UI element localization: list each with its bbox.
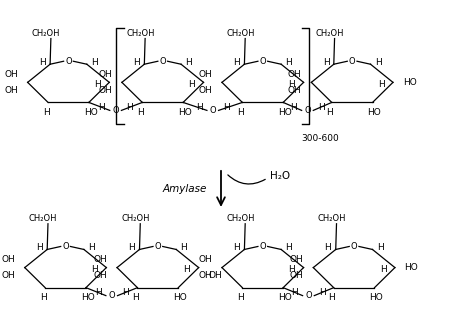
Text: CH₂OH: CH₂OH [126,29,154,38]
Text: H: H [43,108,50,117]
Text: H: H [328,293,335,302]
Text: H: H [292,288,298,297]
Text: H: H [324,243,331,252]
Text: O: O [112,106,119,115]
Text: H: H [126,103,133,112]
Text: H: H [323,58,329,67]
Text: H: H [196,103,202,112]
Text: O: O [62,242,69,251]
Text: HO: HO [369,293,383,302]
Text: H: H [286,243,292,252]
Text: O: O [65,57,72,66]
Text: OH: OH [99,70,112,79]
Text: HO: HO [178,108,192,117]
Text: H: H [132,293,139,302]
Text: O: O [108,291,115,300]
Text: HO: HO [403,78,416,87]
Text: H: H [223,103,230,112]
Text: CH₂OH: CH₂OH [317,214,346,223]
Text: CH₂OH: CH₂OH [226,29,255,38]
Text: H: H [375,58,382,67]
Text: H: H [91,58,98,67]
Text: OH: OH [198,255,212,264]
Text: OH: OH [198,271,212,280]
Text: H: H [378,80,385,89]
Text: O: O [351,242,357,251]
Text: H: H [380,265,387,274]
FancyArrowPatch shape [228,175,265,184]
Text: OH: OH [1,271,15,280]
Text: O: O [260,57,266,66]
Text: OH: OH [208,271,222,280]
Text: H: H [133,58,140,67]
Text: H: H [318,103,324,112]
Text: H: H [319,288,325,297]
Text: OH: OH [94,255,108,264]
Text: CH₂OH: CH₂OH [315,29,344,38]
Text: O: O [154,242,161,251]
Text: CH₂OH: CH₂OH [121,214,150,223]
Text: HO: HO [278,293,292,302]
Text: H: H [233,243,240,252]
Text: O: O [305,291,312,300]
Text: OH: OH [4,70,18,79]
Text: H: H [94,288,101,297]
Text: H: H [184,265,190,274]
Text: H: H [233,58,240,67]
Text: O: O [209,106,216,115]
Text: HO: HO [173,293,187,302]
Text: H: H [185,58,192,67]
Text: Amylase: Amylase [162,184,207,194]
Text: O: O [304,106,311,115]
Text: OH: OH [290,271,304,280]
Text: OH: OH [4,86,18,95]
Text: H: H [39,58,46,67]
Text: O: O [159,57,166,66]
Text: H: H [128,243,135,252]
Text: HO: HO [278,108,292,117]
Text: O: O [260,242,266,251]
Text: H: H [237,108,244,117]
Text: OH: OH [94,271,108,280]
Text: CH₂OH: CH₂OH [29,214,57,223]
Text: H: H [237,293,244,302]
Text: H: H [377,243,383,252]
Text: H: H [288,80,295,89]
Text: O: O [349,57,356,66]
Text: CH₂OH: CH₂OH [32,29,60,38]
Text: HO: HO [81,293,95,302]
Text: OH: OH [99,86,112,95]
Text: HO: HO [84,108,98,117]
Text: CH₂OH: CH₂OH [226,214,255,223]
Text: 300-600: 300-600 [302,134,339,143]
Text: H: H [288,265,295,274]
Text: H: H [40,293,47,302]
Text: H: H [91,265,98,274]
Text: H: H [94,80,101,89]
Text: OH: OH [1,255,15,264]
Text: OH: OH [288,70,302,79]
Text: H: H [286,58,292,67]
Text: H: H [326,108,333,117]
Text: H: H [291,103,297,112]
Text: H₂O: H₂O [270,171,290,181]
Text: H: H [189,80,195,89]
Text: H: H [36,243,43,252]
Text: OH: OH [198,70,212,79]
Text: OH: OH [290,255,304,264]
Text: HO: HO [368,108,381,117]
Text: H: H [122,288,129,297]
Text: HO: HO [405,263,418,272]
Text: H: H [180,243,187,252]
Text: OH: OH [288,86,302,95]
Text: H: H [137,108,144,117]
Text: OH: OH [198,86,212,95]
Text: H: H [99,103,105,112]
Text: H: H [88,243,95,252]
